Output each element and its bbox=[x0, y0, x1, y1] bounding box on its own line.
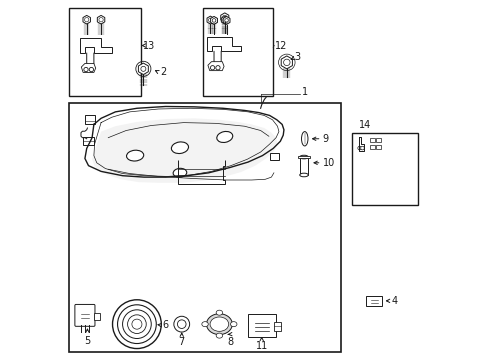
Polygon shape bbox=[138, 63, 148, 75]
Polygon shape bbox=[206, 37, 241, 51]
Ellipse shape bbox=[230, 321, 237, 327]
Circle shape bbox=[224, 19, 228, 22]
Bar bbox=[299, 157, 308, 175]
Ellipse shape bbox=[301, 132, 307, 146]
Bar bbox=[269, 153, 278, 160]
Circle shape bbox=[208, 18, 212, 22]
Circle shape bbox=[215, 66, 220, 70]
Circle shape bbox=[223, 18, 226, 22]
Circle shape bbox=[83, 67, 88, 72]
Bar bbox=[203, 8, 273, 96]
Circle shape bbox=[360, 146, 364, 150]
Polygon shape bbox=[83, 15, 90, 24]
Ellipse shape bbox=[299, 173, 308, 177]
Text: 4: 4 bbox=[391, 296, 397, 306]
Polygon shape bbox=[207, 62, 224, 71]
Bar bbox=[351, 134, 418, 205]
Bar bbox=[376, 138, 381, 142]
Ellipse shape bbox=[216, 131, 232, 143]
Ellipse shape bbox=[210, 317, 228, 331]
Text: 7: 7 bbox=[178, 337, 184, 347]
Polygon shape bbox=[206, 16, 213, 24]
Ellipse shape bbox=[206, 314, 232, 334]
Text: 9: 9 bbox=[322, 134, 328, 144]
Text: 12: 12 bbox=[274, 41, 287, 50]
Text: 1: 1 bbox=[301, 87, 307, 97]
Polygon shape bbox=[97, 15, 104, 24]
Ellipse shape bbox=[216, 333, 222, 338]
Bar bbox=[369, 145, 375, 149]
Bar bbox=[94, 313, 100, 320]
Polygon shape bbox=[210, 17, 217, 24]
Bar bbox=[69, 103, 341, 352]
Polygon shape bbox=[223, 17, 229, 24]
Ellipse shape bbox=[173, 168, 186, 177]
Bar bbox=[69, 8, 140, 96]
Circle shape bbox=[212, 19, 215, 22]
FancyBboxPatch shape bbox=[366, 296, 382, 306]
Bar bbox=[298, 156, 309, 158]
Circle shape bbox=[222, 15, 226, 20]
Polygon shape bbox=[281, 56, 292, 69]
Text: 3: 3 bbox=[294, 52, 300, 62]
Circle shape bbox=[99, 18, 103, 22]
Circle shape bbox=[357, 146, 361, 150]
Bar bbox=[376, 145, 381, 149]
Ellipse shape bbox=[216, 310, 222, 315]
Text: 2: 2 bbox=[160, 67, 166, 77]
Text: 11: 11 bbox=[255, 341, 267, 351]
Circle shape bbox=[174, 316, 189, 332]
Circle shape bbox=[89, 67, 93, 72]
Circle shape bbox=[84, 18, 89, 22]
Circle shape bbox=[283, 59, 289, 66]
Polygon shape bbox=[86, 53, 94, 66]
Ellipse shape bbox=[299, 155, 308, 159]
Polygon shape bbox=[210, 17, 217, 24]
FancyBboxPatch shape bbox=[247, 315, 276, 337]
Text: 14: 14 bbox=[358, 120, 370, 130]
Text: 8: 8 bbox=[227, 337, 233, 347]
Polygon shape bbox=[214, 51, 221, 64]
Bar bbox=[369, 138, 375, 142]
Text: 13: 13 bbox=[143, 41, 155, 50]
Text: 6: 6 bbox=[163, 320, 168, 330]
Circle shape bbox=[141, 66, 145, 71]
Text: 10: 10 bbox=[322, 158, 334, 168]
Ellipse shape bbox=[202, 321, 208, 327]
Text: 5: 5 bbox=[84, 336, 90, 346]
Bar bbox=[85, 116, 95, 125]
Circle shape bbox=[177, 320, 185, 328]
Bar bbox=[83, 137, 94, 145]
Bar bbox=[274, 322, 280, 330]
FancyBboxPatch shape bbox=[75, 305, 95, 326]
Polygon shape bbox=[81, 63, 96, 72]
Polygon shape bbox=[80, 39, 112, 53]
Circle shape bbox=[210, 66, 214, 70]
Polygon shape bbox=[221, 16, 228, 24]
Polygon shape bbox=[92, 118, 277, 183]
Ellipse shape bbox=[126, 150, 143, 161]
Ellipse shape bbox=[171, 142, 188, 153]
Polygon shape bbox=[220, 13, 228, 22]
Circle shape bbox=[212, 19, 215, 22]
